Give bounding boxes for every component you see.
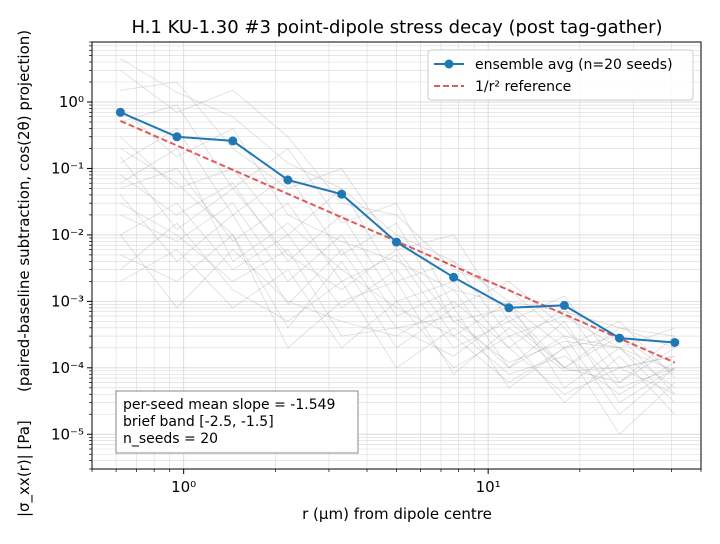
y-tick-label: 10⁻⁵: [51, 425, 84, 443]
ensemble-point: [615, 333, 624, 343]
ensemble-series: [115, 107, 680, 347]
seed-trace-line: [120, 81, 675, 369]
y-tick-label: 10⁻²: [51, 226, 84, 244]
legend-box: [427, 49, 694, 101]
legend-ensemble-marker: [444, 59, 454, 69]
ensemble-point: [449, 272, 459, 282]
seed-trace-line: [120, 202, 676, 415]
legend: ensemble avg (n=20 seeds) 1/r² reference: [427, 49, 694, 101]
seed-trace-line: [120, 168, 676, 389]
ensemble-point: [228, 136, 238, 146]
seed-trace-line: [120, 194, 676, 383]
y-tick-label: 10⁰: [59, 93, 84, 111]
seed-trace-line: [120, 249, 676, 415]
seed-traces: [120, 58, 676, 435]
seed-trace-line: [120, 136, 676, 403]
ensemble-point: [283, 175, 293, 185]
annotation-band: brief band [-2.5, -1.5]: [123, 414, 274, 430]
annotation-slope: per-seed mean slope = -1.549: [123, 397, 335, 413]
seed-trace-line: [120, 127, 675, 369]
seed-trace-line: [120, 222, 675, 395]
ensemble-point: [559, 300, 569, 310]
x-axis-label: r (μm) from dipole centre: [302, 505, 492, 523]
ensemble-point: [504, 303, 514, 313]
ensemble-point: [670, 338, 680, 347]
seed-trace-line: [120, 156, 675, 372]
seed-trace-line: [120, 202, 676, 395]
chart-title: H.1 KU-1.30 #3 point-dipole stress decay…: [131, 17, 662, 38]
stats-annotation: per-seed mean slope = -1.549 brief band …: [115, 390, 359, 454]
legend-ensemble-label: ensemble avg (n=20 seeds): [475, 57, 673, 73]
seed-trace-line: [120, 69, 675, 349]
ensemble-point: [337, 189, 347, 199]
y-tick-label: 10⁻⁴: [51, 359, 84, 377]
seed-trace-line: [120, 174, 676, 384]
x-tick-label: 10¹: [476, 478, 501, 496]
seed-trace-line: [120, 234, 676, 435]
seed-trace-line: [120, 148, 675, 395]
seed-trace-line: [120, 202, 676, 404]
x-tick-label: 10⁰: [171, 478, 196, 496]
ensemble-point: [115, 107, 125, 117]
axis-ticks: 10⁰ 10¹ 10⁻⁵ 10⁻⁴ 10⁻³ 10⁻² 10⁻¹ 10⁰: [51, 41, 702, 496]
seed-trace-line: [120, 108, 676, 375]
seed-trace-line: [120, 147, 676, 383]
ensemble-point: [392, 237, 401, 247]
annotation-box: [115, 390, 359, 454]
y-tick-label: 10⁻³: [51, 292, 84, 310]
y-tick-label: 10⁻¹: [51, 159, 84, 177]
y-axis-label-line2: (paired-baseline subtraction, cos(2θ) pr…: [15, 30, 33, 392]
ensemble-point: [172, 132, 182, 142]
annotation-count: n_seeds = 20: [123, 431, 218, 447]
seed-trace-line: [120, 234, 675, 395]
y-axis-label-line1: |σ_xx(r)| [Pa]: [15, 420, 34, 517]
legend-reference-label: 1/r² reference: [475, 79, 571, 95]
